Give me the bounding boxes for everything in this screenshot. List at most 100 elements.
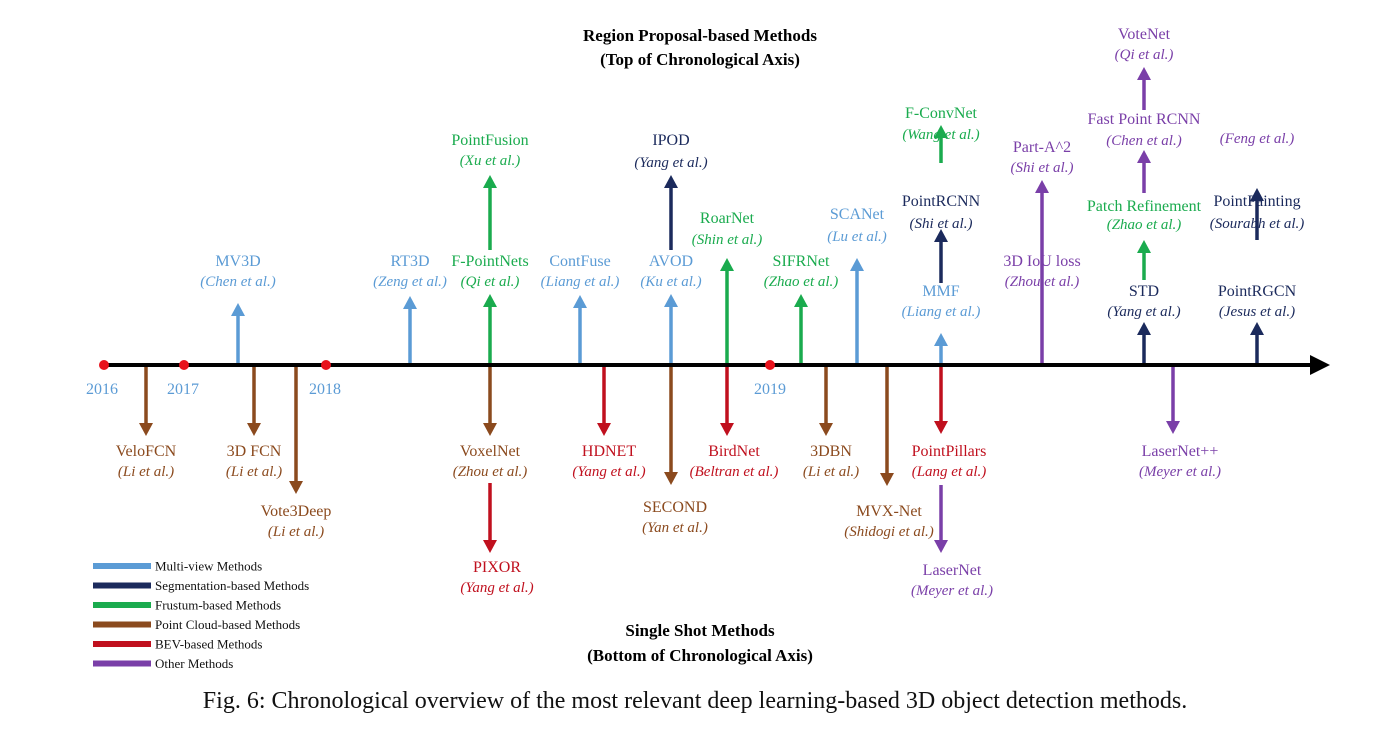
- method-name-f-pointnets: F-PointNets: [451, 253, 528, 270]
- arrow-f-convnet: [934, 125, 948, 163]
- arrow-f-pointnets: [483, 294, 497, 363]
- method-name-lasernet: LaserNet: [923, 562, 982, 579]
- arrow-patch-refinement: [1137, 240, 1151, 280]
- legend-swatch-bev-based-methods: [93, 641, 151, 647]
- arrow-birdnet: [720, 367, 734, 436]
- arrow-std-head: [1137, 322, 1151, 335]
- method-author-avod: (Ku et al.): [640, 274, 701, 290]
- arrow-birdnet-head: [720, 423, 734, 436]
- legend-label-segmentation-based-methods: Segmentation-based Methods: [155, 578, 309, 593]
- method-name-birdnet: BirdNet: [708, 443, 760, 460]
- method-name-ipod: IPOD: [652, 132, 689, 149]
- arrow-second-head: [664, 472, 678, 485]
- method-author-second: (Yan et al.): [642, 520, 708, 536]
- bottom-heading-title: Single Shot Methods: [625, 621, 775, 640]
- method-name-voxelnet: VoxelNet: [460, 443, 521, 460]
- arrow-f-pointnets-head: [483, 294, 497, 307]
- method-name-3dbn: 3DBN: [810, 443, 852, 460]
- year-label-2016: 2016: [86, 381, 118, 398]
- method-author-f-convnet: (Wang et al.): [902, 127, 979, 143]
- arrow-patch-refinement-head: [1137, 240, 1151, 253]
- arrow-lasernet: [934, 485, 948, 553]
- arrow-fast-point-rcnn-head: [1137, 150, 1151, 163]
- method-author-rt3d: (Zeng et al.): [373, 274, 447, 290]
- arrow-ipod: [664, 175, 678, 250]
- arrow-pointrgcn: [1250, 322, 1264, 363]
- method-author-pixor: (Yang et al.): [460, 580, 533, 596]
- legend-swatch-segmentation-based-methods: [93, 582, 151, 589]
- arrow-pointrcnn-head: [934, 229, 948, 242]
- arrow-pointrgcn-head: [1250, 322, 1264, 335]
- method-name-f-convnet: F-ConvNet: [905, 105, 978, 122]
- method-author-lasernet: (Meyer et al.): [1139, 464, 1221, 480]
- arrow-votenet-head: [1137, 67, 1151, 80]
- arrow-scanet-head: [850, 258, 864, 271]
- arrow-pointrcnn: [934, 229, 948, 283]
- bottom-heading-subtitle: (Bottom of Chronological Axis): [587, 646, 813, 665]
- arrow-scanet: [850, 258, 864, 363]
- method-author-mmf: (Liang et al.): [902, 304, 981, 320]
- arrow-lasernet-head: [1166, 421, 1180, 434]
- method-name-scanet: SCANet: [830, 206, 885, 223]
- method-author-roarnet: (Shin et al.): [692, 232, 762, 248]
- method-name-fast-point-rcnn: Fast Point RCNN: [1088, 111, 1201, 128]
- arrow-3d-iou-loss-head: [1035, 180, 1049, 193]
- chronological-axis: 2016 2017 2018 2019: [86, 355, 1330, 398]
- arrow-ipod-head: [664, 175, 678, 188]
- method-name-votenet: VoteNet: [1118, 26, 1171, 43]
- arrow-pointpillars: [934, 367, 948, 434]
- method-author-pointfusion: (Xu et al.): [460, 153, 520, 169]
- year-label-2018: 2018: [309, 381, 341, 398]
- arrow-pixor-head: [483, 540, 497, 553]
- year-label-2017: 2017: [167, 381, 199, 398]
- arrow-lasernet: [1166, 367, 1180, 434]
- legend-swatch-frustum-based-methods: [93, 602, 151, 608]
- legend-label-other-methods: Other Methods: [155, 656, 233, 671]
- method-author-voxelnet: (Zhou et al.): [453, 464, 528, 480]
- arrow-pointpillars-head: [934, 421, 948, 434]
- method-name-contfuse: ContFuse: [549, 253, 610, 270]
- arrow-lasernet-head: [934, 540, 948, 553]
- arrow-pointfusion: [483, 175, 497, 250]
- method-name-roarnet: RoarNet: [700, 210, 755, 227]
- method-name-mmf: MMF: [922, 283, 959, 300]
- method-author-part-a-2: (Shi et al.): [1011, 160, 1074, 176]
- arrow-mvx-net: [880, 367, 894, 486]
- legend: Multi-view Methods Segmentation-based Met…: [93, 559, 309, 671]
- arrow-rt3d: [403, 296, 417, 363]
- arrow-hdnet-head: [597, 423, 611, 436]
- arrow-3d-fcn-head: [247, 423, 261, 436]
- method-author-patch-refinement: (Zhao et al.): [1107, 217, 1182, 233]
- arrow-pointfusion-head: [483, 175, 497, 188]
- method-name-rt3d: RT3D: [390, 253, 429, 270]
- arrow-velofcn: [139, 367, 153, 436]
- arrow-contfuse: [573, 295, 587, 363]
- legend-swatch-point-cloud-based-methods: [93, 621, 151, 628]
- method-name-mv3d: MV3D: [215, 253, 260, 270]
- headings: Region Proposal-based Methods (Top of Ch…: [583, 26, 817, 665]
- arrow-mmf-head: [934, 333, 948, 346]
- method-author-mv3d: (Chen et al.): [200, 274, 275, 290]
- legend-label-multi-view-methods: Multi-view Methods: [155, 559, 262, 574]
- method-name-std: STD: [1129, 283, 1159, 300]
- method-author-f-pointnets: (Qi et al.): [461, 274, 520, 290]
- method-author-velofcn: (Li et al.): [118, 464, 174, 480]
- year-marker-2016: [99, 360, 109, 370]
- method-author-sifrnet: (Zhao et al.): [764, 274, 839, 290]
- arrow-mv3d: [231, 303, 245, 363]
- timeline-diagram: Region Proposal-based Methods (Top of Ch…: [86, 26, 1330, 671]
- year-marker-2017: [179, 360, 189, 370]
- method-labels: MV3D (Chen et al.) RT3D (Zeng et al.)F-Poin…: [116, 26, 1305, 599]
- method-name-pointpillars: PointPillars: [912, 443, 987, 460]
- method-name-part-a-2: Part-A^2: [1013, 139, 1071, 156]
- method-author-contfuse: (Liang et al.): [541, 274, 620, 290]
- method-name-pixor: PIXOR: [473, 559, 521, 576]
- legend-label-point-cloud-based-methods: Point Cloud-based Methods: [155, 617, 300, 632]
- arrow-hdnet: [597, 367, 611, 436]
- method-name-hdnet: HDNET: [582, 443, 636, 460]
- arrow-rt3d-head: [403, 296, 417, 309]
- method-author-feng-et-al: (Feng et al.): [1220, 131, 1295, 147]
- arrow-3d-iou-loss: [1035, 180, 1049, 363]
- method-author-3d-iou-loss: (Zhou et al.): [1005, 274, 1080, 290]
